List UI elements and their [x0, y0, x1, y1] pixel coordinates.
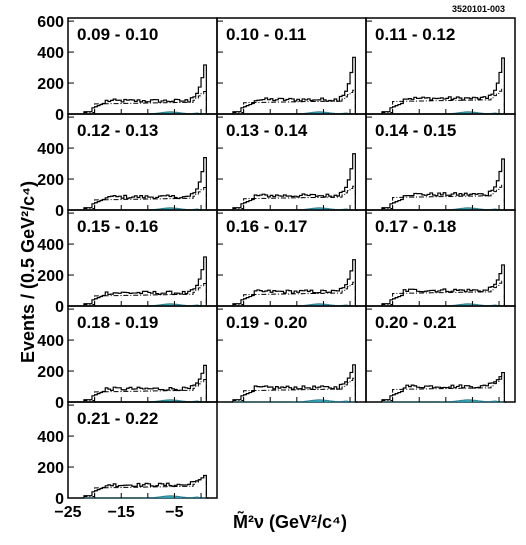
data-histogram [232, 153, 359, 211]
background-histogram [381, 184, 508, 211]
panel-label: 0.11 - 0.12 [375, 25, 455, 44]
background-histogram [232, 377, 359, 403]
panel-label: 0.12 - 0.13 [77, 121, 158, 140]
y-tick-label: 0 [55, 491, 64, 508]
panel: 0.18 - 0.19 [67, 305, 218, 403]
background-histogram [83, 91, 210, 115]
panel: 0.17 - 0.18 [365, 209, 516, 307]
y-tick-label: 200 [37, 364, 64, 381]
panel: 0.12 - 0.13 [67, 113, 218, 211]
panel-label: 0.15 - 0.16 [77, 217, 158, 236]
data-histogram [83, 474, 210, 499]
panel-label: 0.13 - 0.14 [226, 121, 308, 140]
panel-label: 0.10 - 0.11 [226, 25, 306, 44]
panel: 0.16 - 0.17 [216, 209, 367, 307]
y-tick-label: 400 [37, 237, 64, 254]
panel: 0.21 - 0.22 [67, 401, 218, 499]
panel-label: 0.16 - 0.17 [226, 217, 307, 236]
y-tick-label: 200 [37, 76, 64, 93]
panel: 0.09 - 0.10 [67, 17, 218, 115]
background-histogram [381, 376, 508, 403]
y-tick-label: 400 [37, 429, 64, 446]
y-tick-label: 0 [55, 395, 64, 412]
background-histogram [381, 88, 508, 115]
small-component-histogram [83, 495, 210, 499]
y-tick-label: 0 [55, 299, 64, 316]
panel-label: 0.09 - 0.10 [77, 25, 158, 44]
data-histogram [83, 64, 210, 115]
panel: 0.19 - 0.20 [216, 305, 367, 403]
axis-ticks: 0 200 400 600 0 200 400 0 200 400 0 200 400 0 200 400 −2… [37, 14, 183, 521]
data-histogram [232, 56, 359, 115]
y-tick-label: 200 [37, 172, 64, 189]
x-tick-label: −5 [165, 504, 183, 521]
background-histogram [83, 379, 210, 403]
x-axis-label: M̃²ν (GeV²/c⁴) [233, 510, 347, 532]
panel: 0.10 - 0.11 [216, 17, 367, 115]
background-histogram [232, 89, 359, 115]
data-histogram [83, 157, 210, 211]
background-histogram [83, 475, 210, 499]
data-histogram [83, 364, 210, 403]
panel: 0.14 - 0.15 [365, 113, 516, 211]
background-histogram [83, 187, 210, 211]
small-component-histogram [232, 399, 359, 403]
background-histogram [381, 280, 508, 307]
data-histogram [381, 57, 508, 115]
y-tick-label: 400 [37, 333, 64, 350]
panel-label: 0.19 - 0.20 [226, 313, 307, 332]
panel-label: 0.18 - 0.19 [77, 313, 158, 332]
panel: 0.15 - 0.16 [67, 209, 218, 307]
data-histogram [381, 158, 508, 211]
y-tick-label: 400 [37, 141, 64, 158]
data-histogram [381, 264, 508, 307]
data-histogram [381, 371, 508, 403]
y-tick-label: 400 [37, 45, 64, 62]
y-tick-label: 200 [37, 460, 64, 477]
panel-label: 0.21 - 0.22 [77, 409, 158, 428]
y-tick-label: 0 [55, 107, 64, 124]
panel: 0.13 - 0.14 [216, 113, 367, 211]
y-tick-label: 200 [37, 268, 64, 285]
small-component-histogram [381, 399, 508, 403]
y-axis-label: Events / (0.5 GeV²/c⁴) [18, 181, 38, 363]
background-histogram [232, 281, 359, 307]
y-tick-label: 600 [37, 14, 64, 31]
panel: 0.11 - 0.12 [365, 17, 516, 115]
data-histogram [232, 364, 359, 403]
panel-label: 0.17 - 0.18 [375, 217, 456, 236]
data-histogram [83, 256, 210, 307]
x-tick-label: −25 [54, 504, 81, 521]
panel-label: 0.20 - 0.21 [375, 313, 456, 332]
panel-label: 0.14 - 0.15 [375, 121, 456, 140]
background-histogram [83, 283, 210, 307]
panel-grid: 0.09 - 0.10 0.10 - 0.11 0.11 - 0.12 0.12 - … [67, 17, 516, 499]
figure-id: 3520101-003 [452, 4, 505, 14]
y-tick-label: 0 [55, 203, 64, 220]
data-histogram [232, 259, 359, 307]
panel: 0.20 - 0.21 [365, 305, 516, 403]
x-tick-label: −15 [108, 504, 135, 521]
background-histogram [232, 185, 359, 211]
